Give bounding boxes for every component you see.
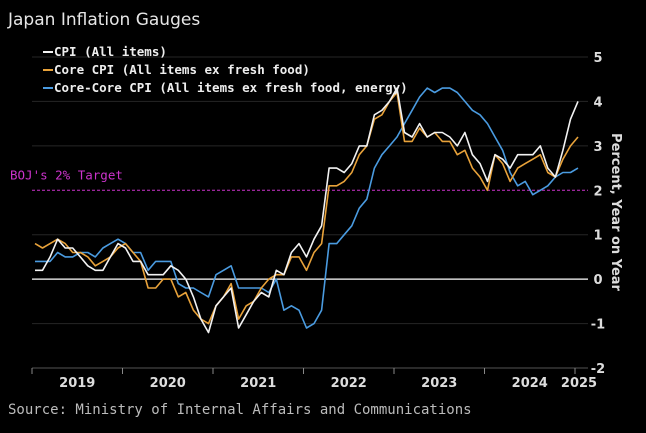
y-tick-label: 2 (593, 184, 602, 199)
series-line-2 (35, 87, 579, 329)
x-tick-label: 2024 (512, 376, 548, 391)
x-tick-label: 2020 (150, 376, 186, 391)
x-tick-label: 2019 (59, 376, 95, 391)
target-label: BOJ's 2% Target (10, 167, 123, 182)
series-line-0 (35, 87, 579, 334)
legend-label: CPI (All items) (54, 44, 167, 59)
source-note: Source: Ministry of Internal Affairs and… (8, 402, 472, 418)
x-tick-label: 2022 (331, 376, 367, 391)
legend-label: Core CPI (All items ex fresh food) (54, 62, 310, 77)
x-tick-label: 2023 (421, 376, 457, 391)
x-tick-label: 2025 (561, 376, 597, 391)
y-tick-label: 4 (593, 95, 602, 110)
y-tick-label: 3 (593, 140, 602, 155)
y-tick-label: 1 (593, 229, 602, 244)
x-tick-label: 2021 (240, 376, 276, 391)
y-tick-label: -2 (591, 362, 605, 377)
legend-label: Core-Core CPI (All items ex fresh food, … (54, 80, 408, 95)
y-tick-label: -1 (591, 318, 605, 333)
chart-title: Japan Inflation Gauges (8, 10, 201, 30)
y-tick-label: 0 (593, 273, 602, 288)
y-axis-label: Percent, Year on Year (608, 133, 623, 291)
y-tick-label: 5 (593, 51, 602, 66)
series-line-1 (34, 91, 579, 325)
